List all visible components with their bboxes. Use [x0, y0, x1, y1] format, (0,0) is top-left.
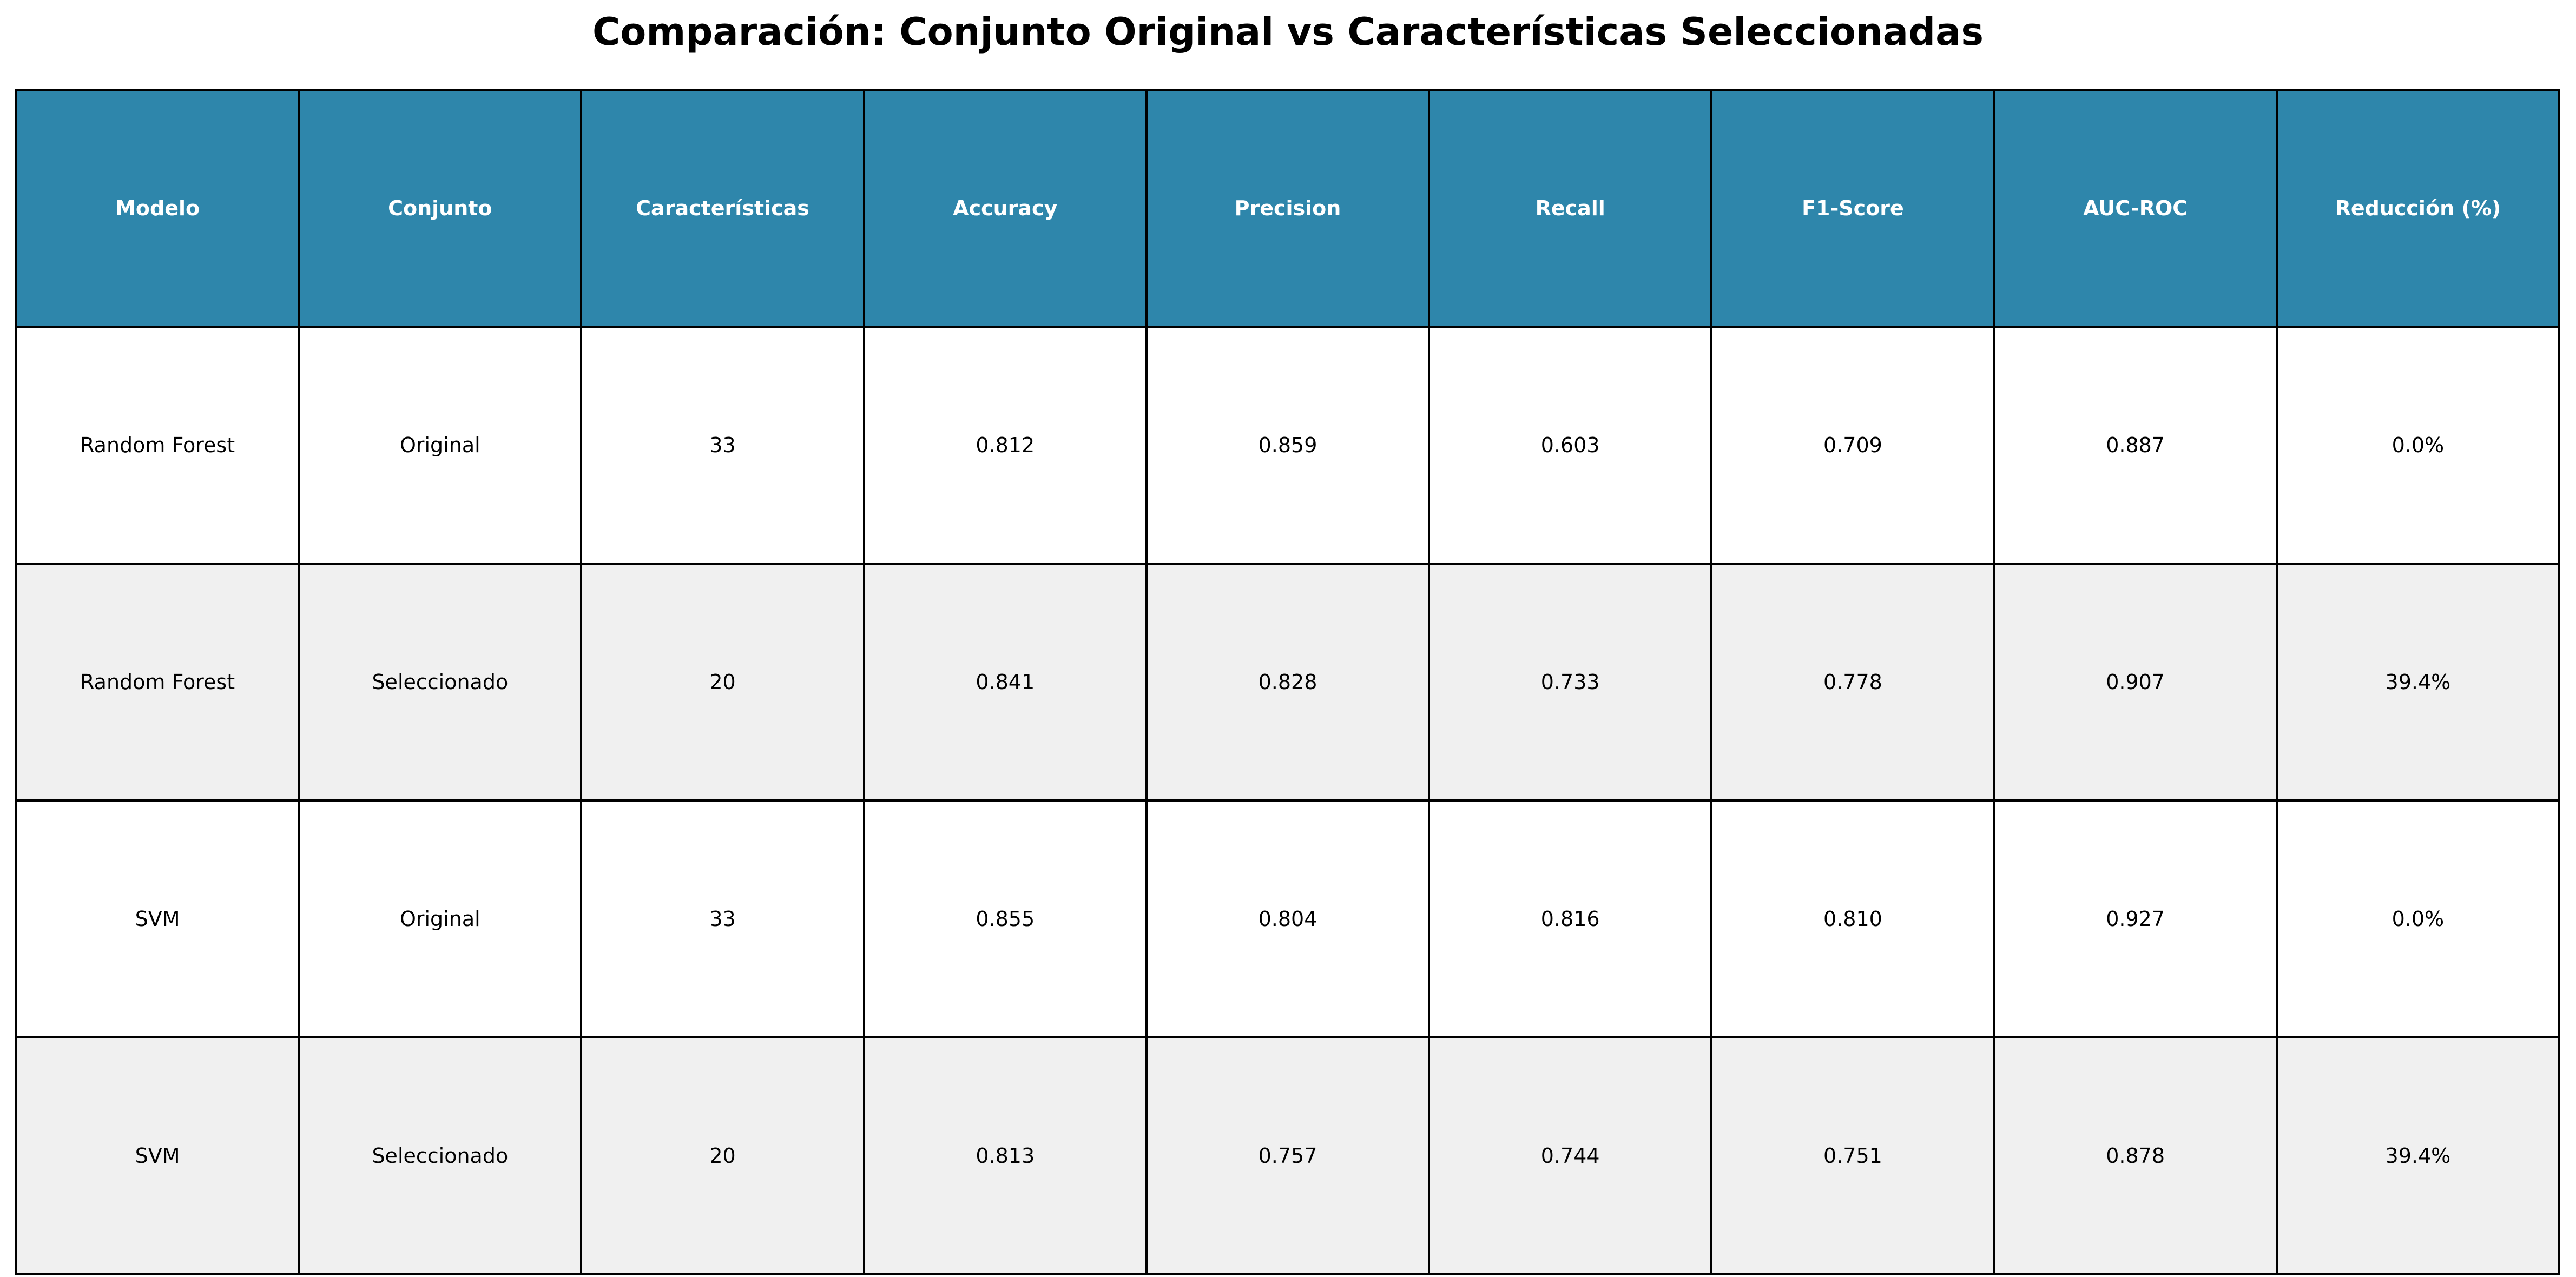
cell-recall: 0.744 [1428, 1036, 1713, 1275]
cell-auc-roc: 0.927 [1993, 799, 2278, 1038]
cell-caracteristicas: 20 [580, 1036, 865, 1275]
cell-auc-roc: 0.887 [1993, 326, 2278, 565]
cell-modelo: Random Forest [15, 326, 300, 565]
table-header: Modelo Conjunto Características Accuracy… [15, 89, 2561, 328]
header-cell-conjunto: Conjunto [298, 89, 583, 328]
cell-f1-score: 0.709 [1710, 326, 1995, 565]
table-row: SVM Seleccionado 20 0.813 0.757 0.744 0.… [15, 1036, 2561, 1275]
table-row: Random Forest Seleccionado 20 0.841 0.82… [15, 563, 2561, 802]
cell-auc-roc: 0.907 [1993, 563, 2278, 802]
cell-f1-score: 0.810 [1710, 799, 1995, 1038]
cell-accuracy: 0.812 [862, 326, 1148, 565]
cell-precision: 0.757 [1145, 1036, 1431, 1275]
cell-modelo: SVM [15, 799, 300, 1038]
header-cell-accuracy: Accuracy [862, 89, 1148, 328]
table-body: Random Forest Original 33 0.812 0.859 0.… [15, 326, 2561, 1275]
header-cell-recall: Recall [1428, 89, 1713, 328]
cell-accuracy: 0.855 [862, 799, 1148, 1038]
comparison-table-container: Modelo Conjunto Características Accuracy… [15, 89, 2561, 1275]
cell-f1-score: 0.751 [1710, 1036, 1995, 1275]
chart-title: Comparación: Conjunto Original vs Caract… [592, 10, 1984, 54]
table-row: SVM Original 33 0.855 0.804 0.816 0.810 … [15, 799, 2561, 1038]
cell-reduccion: 0.0% [2275, 326, 2561, 565]
header-cell-reduccion: Reducción (%) [2275, 89, 2561, 328]
cell-caracteristicas: 33 [580, 799, 865, 1038]
cell-recall: 0.816 [1428, 799, 1713, 1038]
cell-recall: 0.733 [1428, 563, 1713, 802]
header-row: Modelo Conjunto Características Accuracy… [15, 89, 2561, 328]
header-cell-caracteristicas: Características [580, 89, 865, 328]
comparison-table: Modelo Conjunto Características Accuracy… [15, 89, 2561, 1275]
cell-precision: 0.859 [1145, 326, 1431, 565]
cell-reduccion: 39.4% [2275, 1036, 2561, 1275]
header-cell-modelo: Modelo [15, 89, 300, 328]
cell-precision: 0.828 [1145, 563, 1431, 802]
cell-caracteristicas: 20 [580, 563, 865, 802]
cell-caracteristicas: 33 [580, 326, 865, 565]
cell-conjunto: Original [298, 799, 583, 1038]
cell-auc-roc: 0.878 [1993, 1036, 2278, 1275]
cell-reduccion: 39.4% [2275, 563, 2561, 802]
cell-accuracy: 0.841 [862, 563, 1148, 802]
cell-modelo: SVM [15, 1036, 300, 1275]
header-cell-auc-roc: AUC-ROC [1993, 89, 2278, 328]
cell-f1-score: 0.778 [1710, 563, 1995, 802]
cell-conjunto: Original [298, 326, 583, 565]
cell-modelo: Random Forest [15, 563, 300, 802]
cell-precision: 0.804 [1145, 799, 1431, 1038]
cell-conjunto: Seleccionado [298, 563, 583, 802]
header-cell-precision: Precision [1145, 89, 1431, 328]
header-cell-f1-score: F1-Score [1710, 89, 1995, 328]
cell-accuracy: 0.813 [862, 1036, 1148, 1275]
table-row: Random Forest Original 33 0.812 0.859 0.… [15, 326, 2561, 565]
cell-conjunto: Seleccionado [298, 1036, 583, 1275]
cell-reduccion: 0.0% [2275, 799, 2561, 1038]
cell-recall: 0.603 [1428, 326, 1713, 565]
